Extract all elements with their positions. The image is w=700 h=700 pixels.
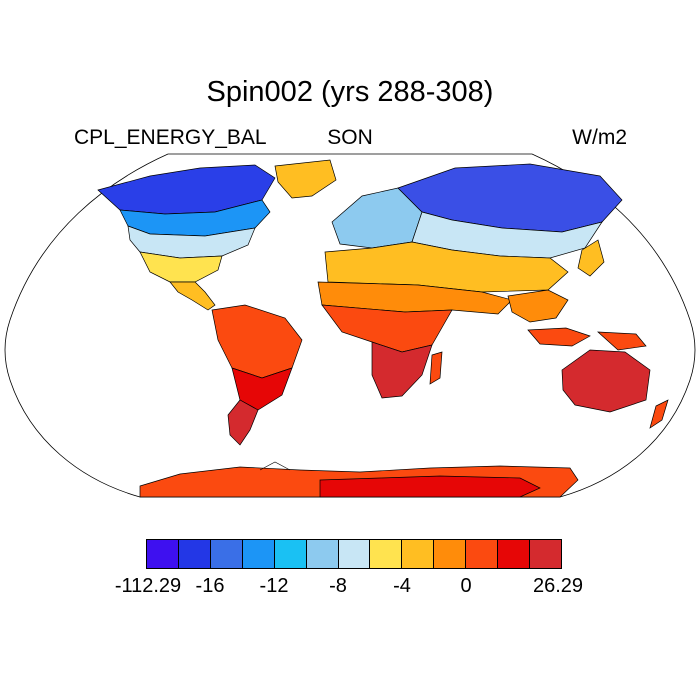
- units-label: W/m2: [572, 126, 627, 149]
- colorbar-box: [498, 540, 531, 568]
- colorbar-box: [242, 540, 275, 568]
- colorbar-box: [306, 540, 339, 568]
- colorbar-tick-label: -8: [329, 575, 347, 597]
- colorbar-box: [338, 540, 371, 568]
- region-maritime-continent: [527, 327, 591, 347]
- colorbar: [146, 539, 562, 569]
- season-label: SON: [327, 126, 373, 149]
- variable-label: CPL_ENERGY_BAL: [74, 126, 267, 149]
- colorbar-box: [147, 540, 179, 568]
- colorbar-box: [274, 540, 307, 568]
- colorbar-box: [178, 540, 211, 568]
- region-patagonia: [227, 399, 259, 446]
- region-new-guinea: [597, 331, 647, 351]
- colorbar-tick-label: -16: [195, 575, 225, 597]
- region-southern-africa: [371, 341, 433, 399]
- map-title: Spin002 (yrs 288-308): [206, 76, 494, 108]
- region-australia: [561, 349, 651, 413]
- region-new-zealand: [649, 399, 669, 429]
- antarctic-coast-detail: [259, 461, 291, 471]
- colorbar-box: [370, 540, 403, 568]
- colorbar-box: [466, 540, 499, 568]
- colorbar-tick-label: 26.29: [532, 575, 584, 597]
- region-north-america-temperate: [127, 225, 256, 259]
- region-north-america-south: [139, 251, 223, 283]
- colorbar-tick-label: -12: [259, 575, 289, 597]
- region-japan: [577, 239, 605, 277]
- colorbar-box: [210, 540, 243, 568]
- region-madagascar: [429, 351, 443, 385]
- colorbar-tick-label: -4: [393, 575, 411, 597]
- region-southeast-asia: [507, 289, 569, 323]
- region-greenland: [274, 159, 337, 199]
- colorbar-tick-label: -112.29: [114, 575, 182, 597]
- colorbar-box: [530, 540, 561, 568]
- colorbar-tick-label: 0: [460, 575, 472, 597]
- colorbar-box: [402, 540, 435, 568]
- region-central-america: [169, 281, 216, 311]
- colorbar-box: [434, 540, 467, 568]
- region-antarctica-interior: [319, 475, 541, 498]
